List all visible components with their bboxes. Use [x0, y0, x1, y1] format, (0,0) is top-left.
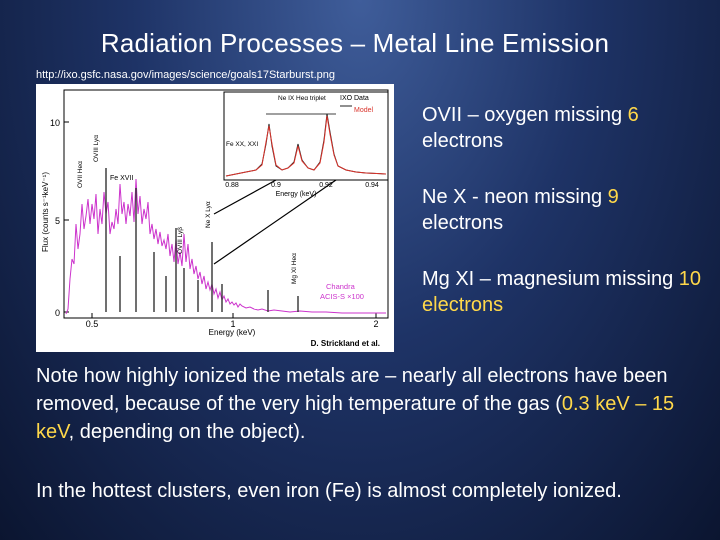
y-tick-label: 5 — [55, 216, 60, 226]
emission-lines — [105, 168, 299, 312]
inset-tick-label: 0.9 — [271, 182, 281, 189]
line-label: OVIII Lyβ — [177, 227, 184, 254]
inset-model — [225, 115, 387, 177]
inset-tick-label: 0.94 — [365, 182, 379, 189]
inset-tick-label: 0.88 — [225, 182, 239, 189]
bullet-oxygen: OVII – oxygen missing 6 electrons — [422, 104, 639, 152]
inset-label: Fe XX, XXI — [226, 141, 258, 148]
y-tick-label: 0 — [55, 308, 60, 318]
x-tick-label: 2 — [373, 319, 378, 329]
spectrum-plot: 0 5 10 Flux (counts s⁻¹keV⁻¹) 0.5 1 2 En… — [41, 89, 389, 348]
x-axis-label: Energy (keV) — [209, 328, 256, 337]
bullet-list: OVII – oxygen missing 6 electrons Ne X -… — [422, 102, 702, 348]
bullet-neon: Ne X - neon missing 9 electrons — [422, 186, 619, 234]
inset-legend-model: Model — [354, 107, 374, 114]
chandra-acis-label: ACIS-S ×100 — [320, 292, 364, 301]
plot-frame — [63, 89, 389, 319]
chandra-label: Chandra — [326, 282, 356, 291]
y-axis-label: Flux (counts s⁻¹keV⁻¹) — [41, 172, 50, 252]
line-label: OVII Heα — [77, 161, 84, 188]
spectrum-figure: 0 5 10 Flux (counts s⁻¹keV⁻¹) 0.5 1 2 En… — [36, 84, 394, 352]
source-url: http://ixo.gsfc.nasa.gov/images/science/… — [36, 69, 336, 81]
inset-x-axis-label: Energy (keV) — [276, 191, 317, 198]
y-tick-label: 10 — [50, 118, 60, 128]
bullet-magnesium: Mg XI – magnesium missing 10 electrons — [422, 268, 702, 316]
line-label: OVIII Lyα — [93, 135, 100, 162]
slide-title: Radiation Processes – Metal Line Emissio… — [100, 28, 610, 58]
x-tick-label: 1 — [230, 319, 235, 329]
zoom-pointer — [213, 179, 337, 265]
x-tick-label: 0.5 — [86, 319, 99, 329]
line-label: Mg XI Heα — [291, 253, 298, 284]
inset-legend-data: IXO Data — [340, 95, 369, 102]
iron-note: In the hottest clusters, even iron (Fe) … — [36, 480, 622, 502]
inset-label: Ne IX Heα triplet — [278, 95, 326, 102]
inset-frame — [223, 91, 389, 181]
figure-credit: D. Strickland et al. — [311, 339, 380, 348]
line-label: Ne X Lyα — [205, 201, 212, 228]
zoom-pointer — [213, 179, 277, 215]
chandra-spectrum — [65, 178, 386, 315]
ionization-note: Note how highly ionized the metals are –… — [36, 365, 675, 443]
inset-tick-label: 0.92 — [319, 182, 333, 189]
line-label: Fe XVII — [110, 175, 133, 182]
